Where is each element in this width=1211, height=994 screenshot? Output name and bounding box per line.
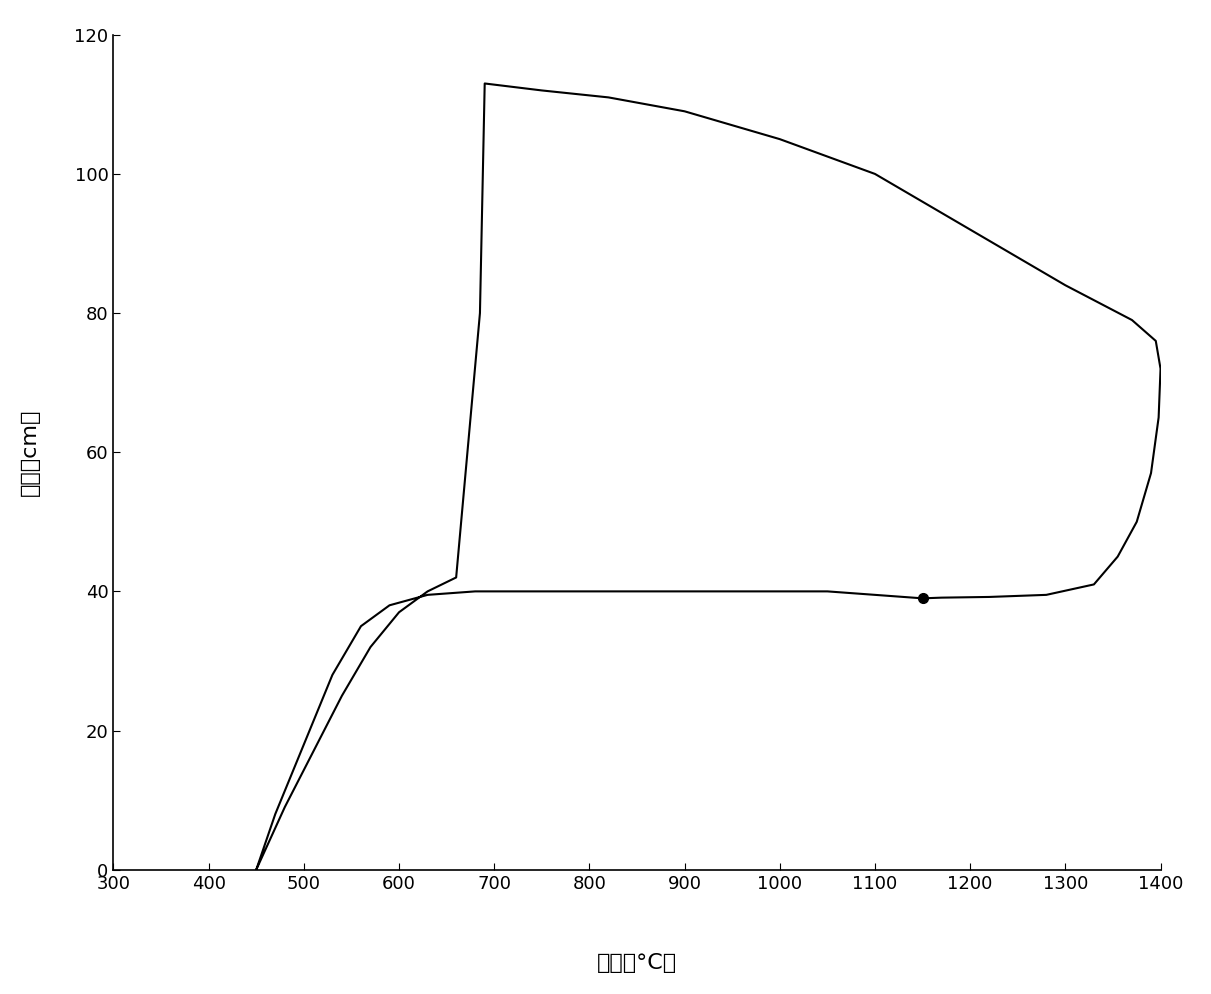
X-axis label: 温度（°C）: 温度（°C） xyxy=(597,953,677,973)
Y-axis label: 高度（cm）: 高度（cm） xyxy=(21,409,40,496)
